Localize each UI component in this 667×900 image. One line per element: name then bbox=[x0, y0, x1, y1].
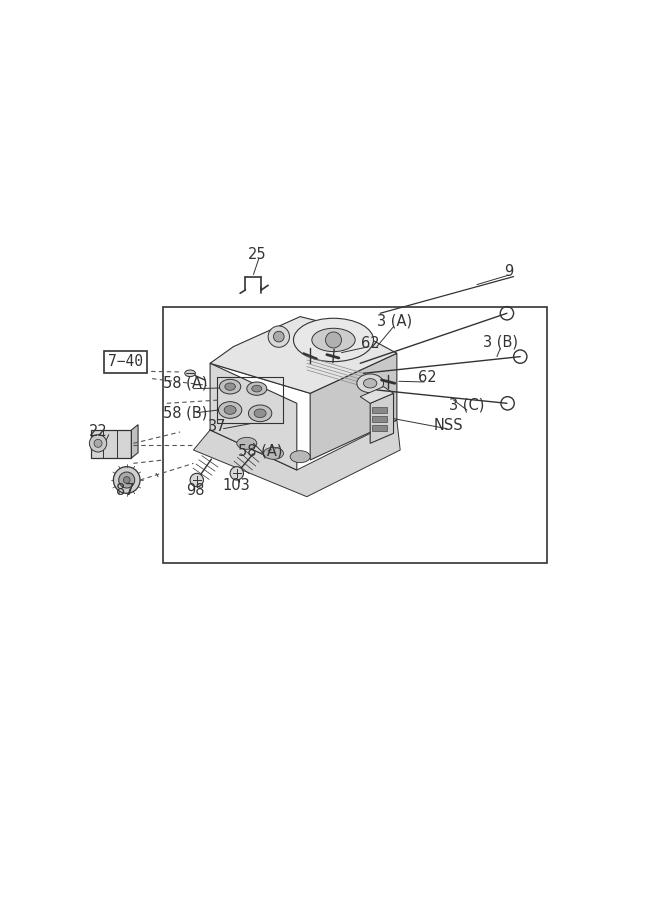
Text: 3 (B): 3 (B) bbox=[483, 335, 518, 349]
Circle shape bbox=[89, 435, 107, 452]
Ellipse shape bbox=[219, 379, 241, 394]
Bar bbox=[372, 426, 387, 431]
Circle shape bbox=[119, 472, 135, 488]
Circle shape bbox=[268, 326, 289, 347]
Text: 58 (A): 58 (A) bbox=[163, 376, 207, 391]
Polygon shape bbox=[210, 323, 397, 393]
Circle shape bbox=[94, 439, 102, 447]
Circle shape bbox=[325, 332, 342, 348]
Polygon shape bbox=[131, 425, 138, 458]
Bar bbox=[372, 407, 387, 412]
Text: 58 (A): 58 (A) bbox=[238, 444, 282, 459]
Text: 62: 62 bbox=[361, 336, 380, 351]
Bar bbox=[372, 416, 387, 422]
Circle shape bbox=[123, 477, 130, 483]
Text: 103: 103 bbox=[223, 478, 251, 493]
Text: 58 (B): 58 (B) bbox=[163, 406, 207, 421]
Ellipse shape bbox=[252, 385, 261, 392]
Ellipse shape bbox=[248, 405, 272, 422]
Ellipse shape bbox=[185, 370, 195, 376]
Text: 37: 37 bbox=[207, 419, 226, 434]
Ellipse shape bbox=[218, 401, 241, 419]
Ellipse shape bbox=[254, 409, 266, 418]
Polygon shape bbox=[310, 354, 397, 460]
Bar bbox=[91, 430, 131, 458]
Ellipse shape bbox=[364, 379, 377, 388]
Text: 7−40: 7−40 bbox=[108, 355, 143, 370]
Ellipse shape bbox=[357, 374, 384, 392]
Ellipse shape bbox=[293, 319, 374, 362]
Circle shape bbox=[190, 473, 203, 487]
Ellipse shape bbox=[224, 406, 236, 414]
Ellipse shape bbox=[237, 437, 257, 449]
Text: 98: 98 bbox=[186, 482, 205, 498]
Ellipse shape bbox=[311, 328, 355, 352]
Ellipse shape bbox=[225, 383, 235, 391]
Text: NSS: NSS bbox=[434, 418, 463, 433]
Polygon shape bbox=[193, 420, 400, 497]
Ellipse shape bbox=[247, 382, 267, 395]
Bar bbox=[163, 307, 547, 563]
Polygon shape bbox=[210, 317, 397, 393]
Polygon shape bbox=[370, 393, 394, 444]
Circle shape bbox=[230, 467, 243, 480]
Text: 9: 9 bbox=[504, 264, 513, 279]
Polygon shape bbox=[360, 387, 394, 403]
Text: 22: 22 bbox=[89, 424, 107, 439]
Text: 3 (A): 3 (A) bbox=[378, 313, 412, 328]
Text: 25: 25 bbox=[247, 248, 266, 262]
Polygon shape bbox=[210, 364, 297, 470]
Text: 62: 62 bbox=[418, 371, 436, 385]
Text: 3 (C): 3 (C) bbox=[449, 398, 485, 413]
Ellipse shape bbox=[290, 451, 310, 463]
Text: 87: 87 bbox=[116, 482, 135, 498]
Ellipse shape bbox=[263, 447, 283, 459]
Circle shape bbox=[113, 467, 140, 493]
Circle shape bbox=[273, 331, 284, 342]
